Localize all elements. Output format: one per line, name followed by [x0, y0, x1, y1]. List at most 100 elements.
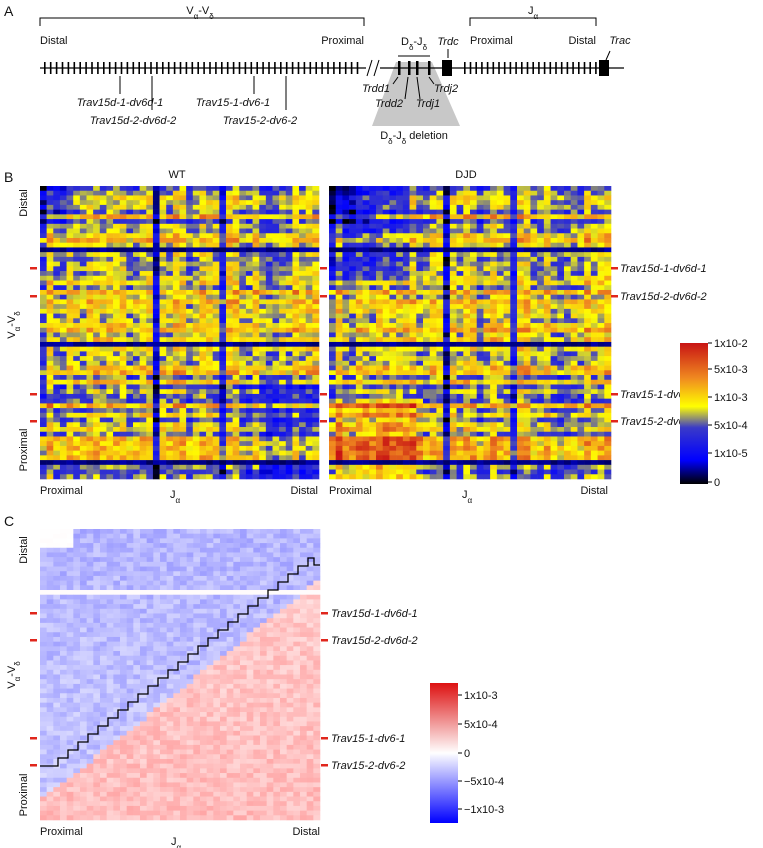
heat-cell: [192, 318, 200, 324]
heat-cell: [362, 389, 370, 395]
heat-cell: [305, 384, 313, 390]
heat-cell: [590, 266, 598, 272]
heat-cell: [279, 450, 287, 456]
heat-cell: [396, 271, 404, 277]
heat-cell: [139, 280, 147, 286]
heat-cell: [335, 408, 343, 414]
heat-cell: [470, 233, 478, 239]
heat-cell: [172, 450, 180, 456]
heat-cell: [510, 370, 518, 376]
heat-cell: [106, 190, 114, 196]
heat-cell: [490, 228, 498, 234]
heat-cell: [59, 398, 67, 404]
heat-cell: [106, 417, 114, 423]
heat-cell: [584, 398, 592, 404]
heat-cell: [172, 403, 180, 409]
heat-cell: [299, 200, 307, 206]
heat-cell: [362, 186, 370, 192]
heat-cell: [179, 337, 187, 343]
heat-cell: [402, 346, 410, 352]
heat-cell: [99, 370, 107, 376]
heat-cell: [523, 360, 531, 366]
heat-cell: [396, 294, 404, 300]
heat-cell: [192, 469, 200, 475]
heat-cell: [146, 237, 154, 244]
heat-cell: [86, 408, 94, 414]
heat-cell: [510, 323, 518, 329]
heat-cell: [299, 304, 307, 310]
heat-cell: [564, 223, 572, 229]
heat-cell: [342, 313, 350, 319]
heat-cell: [429, 242, 437, 248]
heat-cell: [232, 412, 240, 418]
heat-cell: [212, 285, 220, 291]
heat-cell: [490, 356, 498, 362]
heat-cell: [126, 256, 134, 262]
heat-cell: [389, 327, 397, 333]
heat-cell: [543, 327, 551, 333]
heat-cell: [456, 299, 464, 305]
heat-cell: [382, 271, 390, 277]
heat-cell: [279, 200, 287, 206]
heat-cell: [577, 280, 585, 286]
heat-cell: [272, 346, 280, 352]
heat-cell: [239, 464, 247, 470]
heat-cell: [239, 280, 247, 286]
heat-cell: [362, 341, 370, 347]
heat-cell: [292, 455, 300, 461]
heat-cell: [206, 379, 214, 385]
heat-cell: [46, 327, 54, 333]
heat-cell: [199, 365, 207, 371]
v-segment-tick: [226, 62, 229, 74]
heat-cell: [66, 379, 74, 385]
heat-cell: [232, 431, 240, 437]
heat-cell: [179, 256, 187, 262]
heat-cell: [416, 289, 424, 295]
heat-cell: [449, 323, 457, 329]
heat-cell: [423, 233, 431, 239]
heat-cell: [443, 204, 451, 210]
heat-cell: [172, 233, 180, 239]
heat-cell: [389, 379, 397, 385]
heat-cell: [557, 365, 565, 371]
heat-cell: [265, 237, 273, 244]
heat-cell: [152, 318, 160, 324]
j-segment-tick: [475, 62, 477, 74]
heat-cell: [543, 318, 551, 324]
trdc-label: Trdc: [437, 36, 459, 48]
heat-cell: [299, 219, 307, 225]
heat-cell: [159, 252, 167, 258]
heat-cell: [285, 356, 293, 362]
heat-cell: [199, 370, 207, 376]
heat-cell: [199, 408, 207, 414]
heat-cell: [597, 379, 605, 385]
heat-cell: [113, 271, 121, 277]
heat-cell: [349, 285, 357, 291]
heat-cell: [402, 186, 410, 192]
heat-cell: [226, 427, 233, 433]
heat-cell: [79, 332, 87, 338]
heat-cell: [179, 427, 187, 433]
heat-cell: [232, 422, 240, 428]
heat-cell: [429, 219, 437, 225]
heat-cell: [152, 313, 160, 319]
heat-cell: [239, 436, 247, 442]
heat-cell: [46, 186, 54, 192]
heat-cell: [470, 299, 478, 305]
heat-cell: [597, 223, 605, 229]
heat-cell: [329, 223, 337, 229]
heat-cell: [429, 237, 437, 244]
heat-cell: [517, 422, 525, 428]
heat-cell: [510, 285, 518, 291]
heat-cell: [342, 294, 350, 300]
heat-cell: [389, 280, 397, 286]
heat-cell: [590, 398, 598, 404]
heat-cell: [239, 219, 247, 225]
heat-cell: [449, 356, 457, 362]
heat-cell: [212, 384, 220, 390]
heat-cell: [232, 266, 240, 272]
heat-cell: [543, 204, 551, 210]
heat-cell: [113, 323, 121, 329]
heat-cell: [463, 323, 471, 329]
heat-cell: [59, 356, 67, 362]
